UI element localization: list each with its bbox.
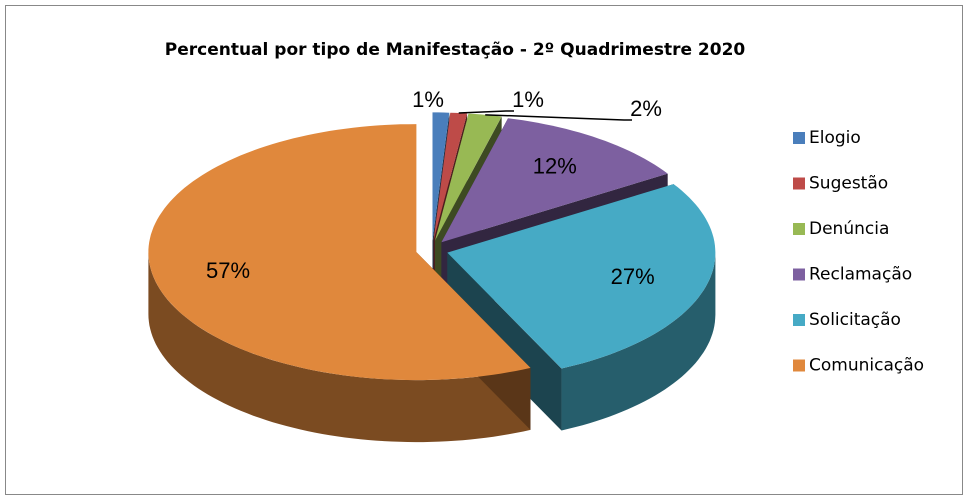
data-label: 1% <box>512 87 544 112</box>
slice <box>433 112 468 241</box>
slice <box>441 118 668 243</box>
legend-label: Solicitação <box>809 310 901 330</box>
legend-swatch <box>793 314 805 326</box>
slice-tops <box>148 112 716 381</box>
slice <box>432 112 450 241</box>
legend-label: Comunicação <box>809 356 924 376</box>
slice <box>447 184 716 369</box>
data-label: 12% <box>533 153 577 178</box>
slice <box>148 124 531 381</box>
data-label: 57% <box>206 258 250 283</box>
slice-side <box>561 252 716 431</box>
chart-title: Percentual por tipo de Manifestação - 2º… <box>165 40 746 60</box>
legend-swatch <box>793 132 805 144</box>
legend-label: Sugestão <box>809 174 888 194</box>
data-label: 27% <box>611 264 655 289</box>
legend-label: Elogio <box>809 128 861 148</box>
legend-label: Reclamação <box>809 265 912 285</box>
legend-label: Denúncia <box>809 219 889 239</box>
data-label: 1% <box>412 87 444 112</box>
leader-line <box>458 110 514 114</box>
slice-side <box>148 252 531 443</box>
legend-swatch <box>793 268 805 281</box>
data-label: 2% <box>630 96 662 121</box>
legend-swatch <box>793 359 805 372</box>
slice <box>434 113 502 241</box>
legend-swatch <box>793 177 805 190</box>
legend-swatch <box>793 223 805 235</box>
leader-line <box>485 114 632 121</box>
